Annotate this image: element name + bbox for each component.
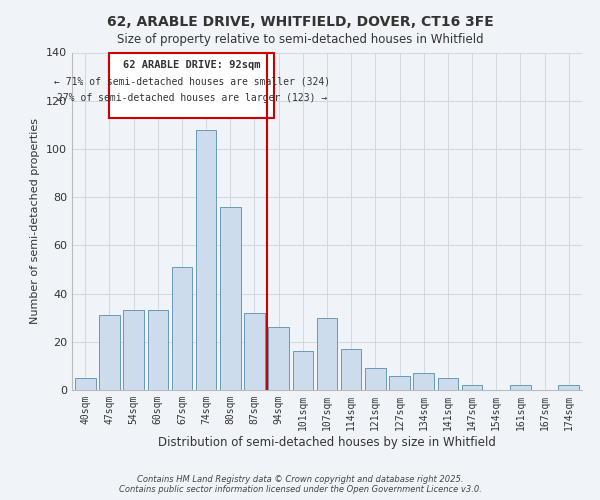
- Text: 62, ARABLE DRIVE, WHITFIELD, DOVER, CT16 3FE: 62, ARABLE DRIVE, WHITFIELD, DOVER, CT16…: [107, 15, 493, 29]
- Bar: [244, 313, 265, 390]
- Bar: [124, 310, 144, 390]
- Y-axis label: Number of semi-detached properties: Number of semi-detached properties: [31, 118, 40, 324]
- Bar: [510, 385, 530, 390]
- Bar: [559, 385, 579, 390]
- Bar: [172, 267, 192, 390]
- Bar: [148, 310, 168, 390]
- Text: ← 71% of semi-detached houses are smaller (324): ← 71% of semi-detached houses are smalle…: [53, 76, 330, 86]
- Bar: [462, 385, 482, 390]
- X-axis label: Distribution of semi-detached houses by size in Whitfield: Distribution of semi-detached houses by …: [158, 436, 496, 448]
- Bar: [341, 349, 361, 390]
- Text: 27% of semi-detached houses are larger (123) →: 27% of semi-detached houses are larger (…: [56, 94, 327, 104]
- Bar: [317, 318, 337, 390]
- Bar: [293, 352, 313, 390]
- Bar: [75, 378, 95, 390]
- Bar: [99, 316, 120, 390]
- Text: Contains HM Land Registry data © Crown copyright and database right 2025.
Contai: Contains HM Land Registry data © Crown c…: [119, 474, 481, 494]
- Bar: [220, 207, 241, 390]
- Bar: [365, 368, 386, 390]
- Bar: [389, 376, 410, 390]
- Text: Size of property relative to semi-detached houses in Whitfield: Size of property relative to semi-detach…: [116, 32, 484, 46]
- Bar: [413, 373, 434, 390]
- Bar: [196, 130, 217, 390]
- Bar: [437, 378, 458, 390]
- Bar: [268, 328, 289, 390]
- FancyBboxPatch shape: [109, 52, 274, 118]
- Text: 62 ARABLE DRIVE: 92sqm: 62 ARABLE DRIVE: 92sqm: [123, 60, 260, 70]
